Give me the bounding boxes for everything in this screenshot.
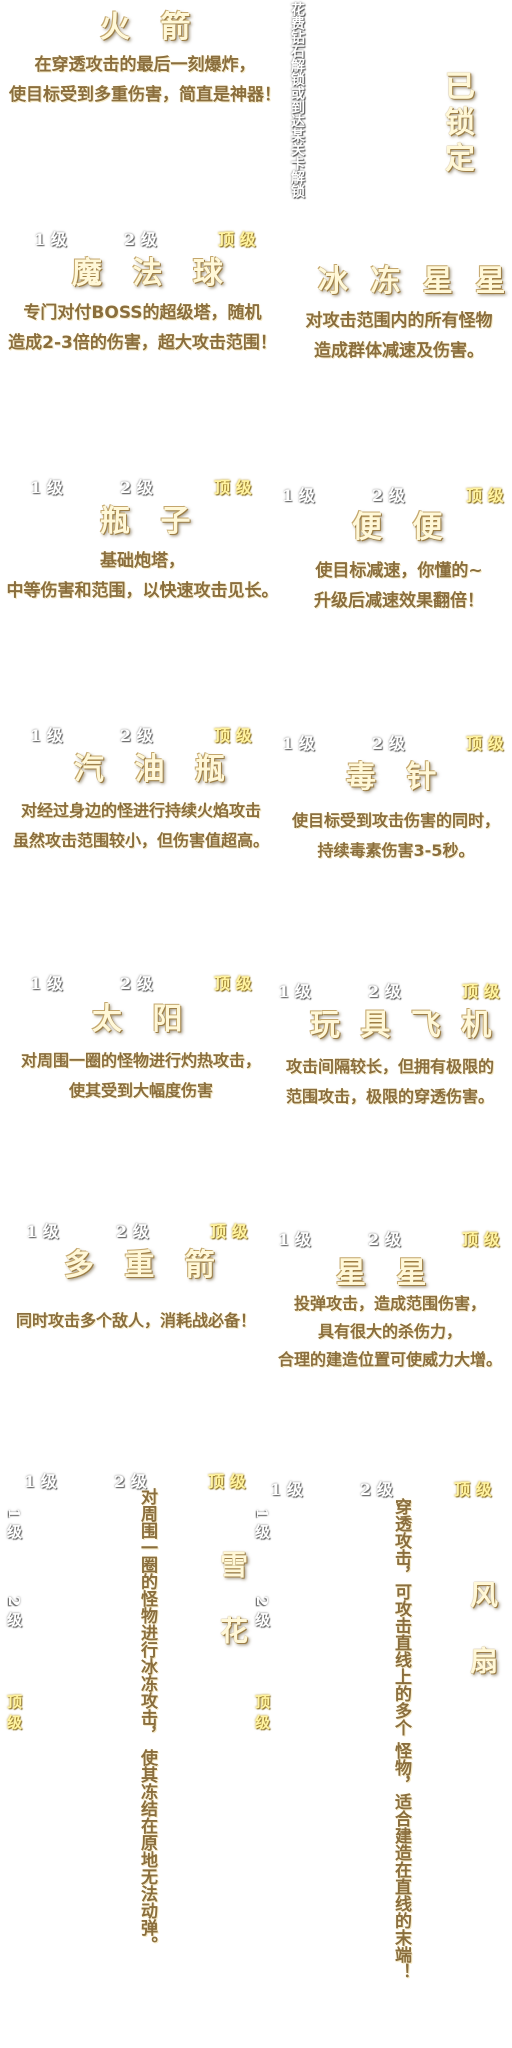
poison-needle-level-2: 2 级	[372, 734, 405, 753]
magic-ball-desc-line-1: 专门对付BOSS的超级塔，随机	[23, 303, 262, 323]
sun-description: 对周围一圈的怪物进行灼热攻击， 使其受到大幅度伤害	[0, 1046, 282, 1106]
fan-level-top: 顶 级	[454, 1480, 492, 1499]
star-level-top: 顶 级	[462, 1230, 500, 1249]
gas-bottle-description: 对经过身边的怪进行持续火焰攻击 虽然攻击范围较小，但伤害值超高。	[0, 796, 282, 856]
multi-arrow-desc-line-1: 同时攻击多个敌人，消耗战必备！	[15, 1311, 256, 1330]
poison-needle-desc-line-1: 使目标受到攻击伤害的同时，	[291, 811, 500, 830]
poison-needle-level-top: 顶 级	[466, 734, 504, 753]
rocket-desc-line-2: 使目标受到多重伤害，简直是神器！	[9, 85, 281, 105]
toy-plane-desc-line-2: 范围攻击，极限的穿透伤害。	[285, 1087, 494, 1106]
snowflake-title: 雪 花	[216, 1550, 249, 1658]
fan-desc-line-1: 穿透攻击，可攻击直线上的多个	[391, 1498, 411, 1736]
snowflake-vertical-level-1: 1 级	[5, 1508, 23, 1539]
fan-title: 风 扇	[466, 1580, 499, 1688]
bottle-desc-line-2: 中等伤害和范围，以快速攻击见长。	[6, 581, 279, 601]
gas-bottle-title: 汽 油 瓶	[74, 752, 235, 787]
fan-description: 穿透攻击，可攻击直线上的多个 怪物，适合建造在直线的末端！	[388, 1498, 414, 1980]
locked-label: 已锁定	[439, 70, 474, 178]
snowflake-side-level-2: 2 级	[253, 1596, 271, 1627]
snowflake-desc-line-1: 对周围一圈的怪物进行冰冻攻击，	[137, 1488, 157, 1743]
poison-needle-desc-line-2: 持续毒素伤害3-5秒。	[317, 841, 475, 860]
fan-level-1: 1 级	[270, 1480, 303, 1499]
magic-ball-desc-line-2: 造成2-3倍的伤害，超大攻击范围！	[8, 333, 277, 353]
magic-ball-level-1: 1 级	[34, 230, 67, 249]
bottle-desc-line-1: 基础炮塔，	[100, 551, 185, 571]
multi-arrow-level-top: 顶 级	[210, 1222, 248, 1241]
star-description: 投弹攻击，造成范围伤害， 具有很大的杀伤力， 合理的建造位置可使威力大增。	[268, 1290, 512, 1374]
poison-needle-level-1: 1 级	[282, 734, 315, 753]
snowflake-side-level-1: 1 级	[253, 1508, 271, 1539]
gas-bottle-desc-line-2: 虽然攻击范围较小，但伤害值超高。	[12, 831, 269, 850]
bottle-title: 瓶 子	[100, 504, 201, 539]
star-title: 星 星	[336, 1256, 437, 1291]
ice-star-description: 对攻击范围内的所有怪物 造成群体减速及伤害。	[286, 306, 512, 366]
toy-plane-level-2: 2 级	[368, 982, 401, 1001]
bottle-level-1: 1 级	[30, 478, 63, 497]
ice-star-desc-line-2: 造成群体减速及伤害。	[314, 341, 484, 361]
snowflake-vertical-level-top: 顶 级	[5, 1694, 23, 1730]
bottle-description: 基础炮塔， 中等伤害和范围，以快速攻击见长。	[0, 546, 285, 606]
rocket-desc-line-1: 在穿透攻击的最后一刻爆炸，	[34, 55, 256, 75]
snowflake-level-1: 1 级	[24, 1472, 57, 1491]
gas-bottle-level-top: 顶 级	[214, 726, 252, 745]
star-desc-line-1: 投弹攻击，造成范围伤害，	[293, 1294, 486, 1313]
multi-arrow-level-1: 1 级	[26, 1222, 59, 1241]
magic-ball-level-top: 顶 级	[218, 230, 256, 249]
multi-arrow-description: 同时攻击多个敌人，消耗战必备！	[0, 1306, 272, 1336]
star-level-1: 1 级	[278, 1230, 311, 1249]
star-desc-line-3: 合理的建造位置可使威力大增。	[277, 1350, 502, 1369]
poop-desc-line-1: 使目标减速，你懂的~	[315, 561, 483, 581]
magic-ball-description: 专门对付BOSS的超级塔，随机 造成2-3倍的伤害，超大攻击范围！	[0, 298, 285, 358]
bottle-level-top: 顶 级	[214, 478, 252, 497]
fan-level-2: 2 级	[360, 1480, 393, 1499]
sun-level-2: 2 级	[120, 974, 153, 993]
snowflake-side-level-top: 顶 级	[253, 1694, 271, 1730]
multi-arrow-level-2: 2 级	[116, 1222, 149, 1241]
bottle-level-2: 2 级	[120, 478, 153, 497]
multi-arrow-title: 多 重 箭	[64, 1248, 225, 1283]
toy-plane-level-1: 1 级	[278, 982, 311, 1001]
toy-plane-level-top: 顶 级	[462, 982, 500, 1001]
toy-plane-title: 玩 具 飞 机	[310, 1008, 497, 1043]
toy-plane-description: 攻击间隔较长，但拥有极限的 范围攻击，极限的穿透伤害。	[268, 1052, 512, 1112]
star-desc-line-2: 具有很大的杀伤力，	[317, 1322, 462, 1341]
ice-star-title: 冰 冻 星 星	[318, 264, 512, 299]
poison-needle-title: 毒 针	[346, 760, 447, 795]
poop-level-1: 1 级	[282, 486, 315, 505]
sun-title: 太 阳	[92, 1002, 193, 1037]
snowflake-level-2: 2 级	[114, 1472, 147, 1491]
rocket-description: 在穿透攻击的最后一刻爆炸， 使目标受到多重伤害，简直是神器！	[0, 50, 290, 110]
poison-needle-description: 使目标受到攻击伤害的同时， 持续毒素伤害3-5秒。	[280, 806, 512, 866]
magic-ball-title: 魔 法 球	[72, 256, 233, 291]
unlock-hint: 花费钻石解锁或到达某关卡解锁	[289, 2, 305, 198]
fan-desc-line-2: 怪物，适合建造在直线的末端！	[391, 1741, 411, 1980]
gas-bottle-desc-line-1: 对经过身边的怪进行持续火焰攻击	[20, 801, 261, 820]
sun-level-1: 1 级	[30, 974, 63, 993]
rocket-title: 火 箭	[100, 10, 201, 45]
gas-bottle-level-2: 2 级	[120, 726, 153, 745]
snowflake-description: 对周围一圈的怪物进行冰冻攻击， 使其冻结在原地无法动弹。	[134, 1488, 160, 1953]
toy-plane-desc-line-1: 攻击间隔较长，但拥有极限的	[285, 1057, 494, 1076]
sun-desc-line-2: 使其受到大幅度伤害	[68, 1081, 213, 1100]
sun-level-top: 顶 级	[214, 974, 252, 993]
snowflake-vertical-level-2: 2 级	[5, 1596, 23, 1627]
poop-title: 便 便	[352, 510, 453, 545]
magic-ball-level-2: 2 级	[124, 230, 157, 249]
gas-bottle-level-1: 1 级	[30, 726, 63, 745]
poop-level-2: 2 级	[372, 486, 405, 505]
star-level-2: 2 级	[368, 1230, 401, 1249]
poop-description: 使目标减速，你懂的~ 升级后减速效果翻倍！	[286, 556, 512, 616]
snowflake-level-top: 顶 级	[208, 1472, 246, 1491]
poop-level-top: 顶 级	[466, 486, 504, 505]
snowflake-desc-line-2: 使其冻结在原地无法动弹。	[137, 1748, 157, 1953]
sun-desc-line-1: 对周围一圈的怪物进行灼热攻击，	[20, 1051, 261, 1070]
ice-star-desc-line-1: 对攻击范围内的所有怪物	[305, 311, 493, 331]
poop-desc-line-2: 升级后减速效果翻倍！	[314, 591, 484, 611]
